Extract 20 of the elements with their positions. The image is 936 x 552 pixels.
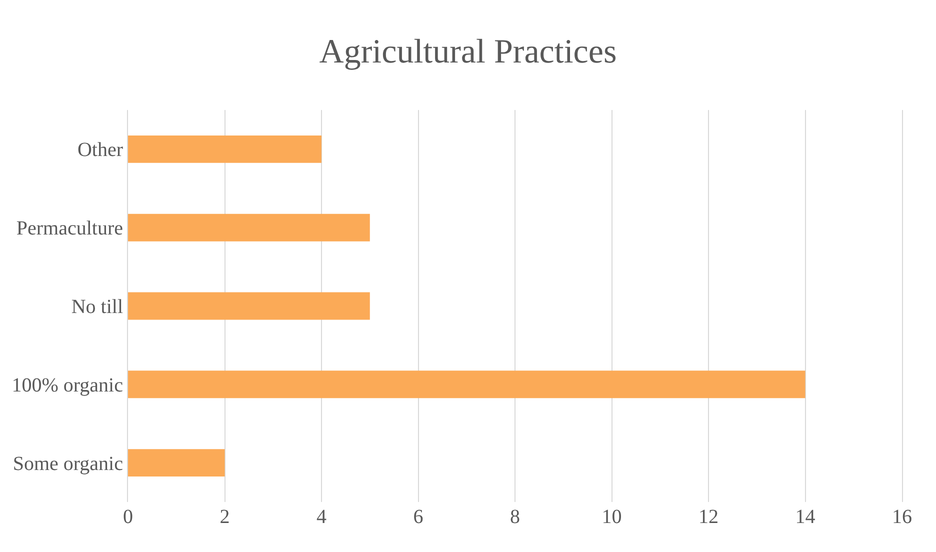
- bar: [128, 214, 370, 242]
- x-tick-label: 8: [510, 506, 520, 528]
- x-tick-label: 16: [892, 506, 912, 528]
- y-tick-label: Other: [77, 139, 124, 162]
- y-tick-label: Permaculture: [16, 218, 124, 240]
- chart-title: Agricultural Practices: [319, 33, 617, 70]
- y-tick-label: Some organic: [12, 452, 124, 475]
- bar: [128, 449, 225, 477]
- x-tick-label: 0: [123, 506, 133, 528]
- bar: [128, 135, 322, 163]
- x-tick-label: 14: [795, 506, 816, 528]
- x-tick-label: 12: [698, 506, 718, 528]
- x-tick-label: 4: [316, 506, 326, 528]
- y-tick-label: 100% organic: [12, 374, 124, 396]
- x-tick-label: 6: [413, 506, 424, 528]
- bar: [128, 292, 370, 320]
- y-tick-label: No till: [71, 296, 124, 318]
- bar: [128, 370, 806, 398]
- x-tick-label: 2: [220, 506, 230, 528]
- x-tick-label: 10: [602, 506, 622, 528]
